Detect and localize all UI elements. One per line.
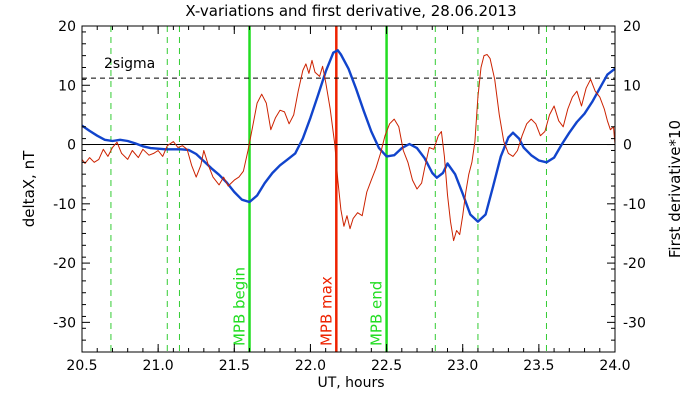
reference-lines: [82, 77, 615, 146]
y-tick-label-left: 20: [58, 19, 76, 35]
y-tick-label-right: -10: [623, 197, 646, 213]
mpb-begin-label: MPB begin: [231, 267, 249, 346]
x-axis-label: UT, hours: [317, 375, 384, 391]
deltaX-series-line: [81, 49, 616, 223]
x-tick-label: 23.5: [523, 358, 554, 374]
y-tick-label-left: 0: [67, 138, 76, 154]
x-tick-label: 21.5: [219, 358, 250, 374]
x-tick-label: 23.0: [447, 358, 478, 374]
chart-title: X-variations and first derivative, 28.06…: [185, 2, 516, 20]
x-tick-label: 24.0: [599, 358, 630, 374]
marker-labels: MPB begin MPB max MPB end: [231, 267, 386, 346]
y-tick-label-right: -30: [623, 315, 646, 331]
y-tick-label-right: 20: [623, 19, 641, 35]
marker-lines: [248, 26, 388, 352]
axis-ticks: 20.5 21.0 21.5 22.0 22.5 23.0 23.5 24.0 20 10 0 -10…: [53, 19, 646, 374]
mpb-end-label: MPB end: [368, 281, 386, 346]
derivative-series-line: [81, 54, 616, 242]
y-tick-label-left: 10: [58, 78, 76, 94]
x-tick-label: 22.0: [295, 358, 326, 374]
y-tick-label-right: 10: [623, 78, 641, 94]
mpb-max-label: MPB max: [317, 276, 335, 346]
y-tick-label-left: -30: [53, 315, 76, 331]
y-axis-label-left: deltaX, nT: [20, 150, 38, 227]
y-tick-label-left: -10: [53, 197, 76, 213]
x-tick-label: 21.0: [143, 358, 174, 374]
x-tick-label: 20.5: [66, 358, 97, 374]
y-tick-label-right: -20: [623, 256, 646, 272]
series-layer: [81, 49, 616, 242]
y-tick-label-right: 0: [623, 138, 632, 154]
plot-frame: [81, 25, 616, 353]
sigma-label: 2sigma: [104, 56, 155, 72]
y-axis-label-right: First derivative*10: [666, 120, 684, 258]
y-tick-label-left: -20: [53, 256, 76, 272]
x-tick-label: 22.5: [371, 358, 402, 374]
